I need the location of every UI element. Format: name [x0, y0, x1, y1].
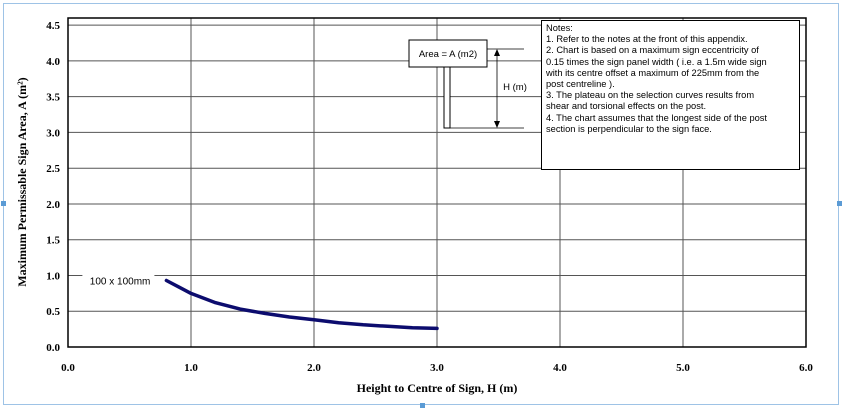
resize-handle-bottom[interactable] — [420, 403, 425, 408]
sign-diagram: Area = A (m2) H (m) — [408, 39, 533, 129]
x-axis-label: Height to Centre of Sign, H (m) — [357, 381, 518, 395]
height-label: H (m) — [503, 82, 527, 93]
y-tick-label: 1.0 — [46, 270, 60, 282]
series-label: 100 x 100mm — [90, 276, 151, 287]
sign-post — [443, 66, 451, 129]
series-label-bg — [82, 274, 155, 289]
notes-line: shear and torsional effects on the post. — [546, 101, 707, 112]
x-tick-label: 6.0 — [799, 362, 813, 374]
sign-panel — [408, 39, 488, 68]
arrow-head-down-icon — [494, 121, 500, 128]
notes-title: Notes: — [546, 23, 573, 33]
y-tick-label: 3.5 — [46, 92, 60, 104]
x-tick-label: 0.0 — [61, 362, 75, 374]
x-tick-label: 4.0 — [553, 362, 567, 374]
notes-line: with its centre offset a maximum of 225m… — [546, 67, 760, 78]
y-tick-label: 2.0 — [46, 199, 60, 211]
notes-box: Notes: 1. Refer to the notes at the fron… — [541, 20, 800, 170]
notes-line: 3. The plateau on the selection curves r… — [546, 90, 755, 101]
area-label: Area = A (m2) — [419, 49, 477, 60]
notes-line: 1. Refer to the notes at the front of th… — [546, 34, 748, 45]
notes-line: section is perpendicular to the sign fac… — [546, 123, 712, 134]
notes-line: 2. Chart is based on a maximum sign ecce… — [546, 45, 759, 56]
y-tick-label: 3.0 — [46, 127, 60, 139]
y-tick-label: 1.5 — [46, 235, 60, 247]
x-tick-label: 1.0 — [184, 362, 198, 374]
plot-area — [67, 17, 807, 348]
x-tick-labels: 0.0 1.0 2.0 3.0 4.0 5.0 6.0 — [61, 362, 813, 374]
y-tick-labels: 0.0 0.5 1.0 1.5 2.0 2.5 3.0 3.5 4.0 4.5 — [46, 20, 60, 354]
y-axis-label: Maximum Permissable Sign Area, A (m²) — [15, 77, 29, 286]
y-tick-label: 4.0 — [46, 56, 60, 68]
x-tick-label: 5.0 — [676, 362, 690, 374]
notes-line: 0.15 times the sign panel width ( i.e. a… — [546, 56, 767, 67]
y-tick-label: 4.5 — [46, 20, 60, 32]
height-label-bg — [499, 80, 533, 94]
y-tick-label: 0.5 — [46, 306, 60, 318]
y-tick-label: 0.0 — [46, 342, 60, 354]
arrow-head-up-icon — [494, 49, 500, 56]
y-tick-label: 2.5 — [46, 163, 60, 175]
resize-handle-left[interactable] — [1, 201, 6, 206]
notes-line: 4. The chart assumes that the longest si… — [546, 112, 768, 123]
series-group: 100 x 100mm — [82, 274, 439, 331]
x-tick-label: 2.0 — [307, 362, 321, 374]
series-line — [164, 278, 439, 331]
notes-line: post centreline ). — [546, 79, 615, 90]
resize-handle-right[interactable] — [837, 201, 842, 206]
x-tick-label: 3.0 — [430, 362, 444, 374]
